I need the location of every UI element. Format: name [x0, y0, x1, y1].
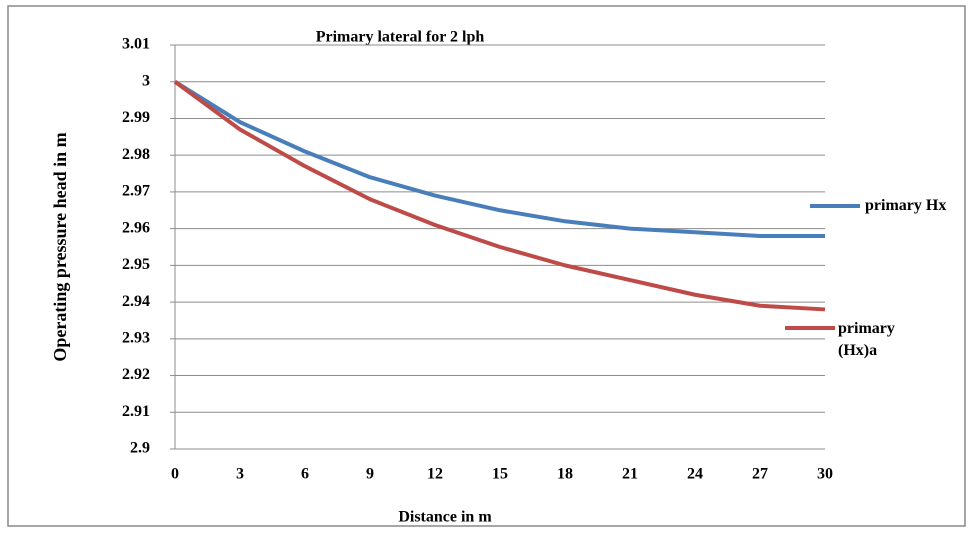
x-tick-label: 6 — [301, 466, 309, 483]
x-tick-label: 18 — [557, 466, 573, 483]
series-line — [173, 80, 826, 312]
y-tick-label: 2.91 — [122, 403, 150, 420]
y-tick-label: 2.93 — [122, 329, 150, 346]
y-tick-label: 2.98 — [122, 146, 150, 163]
y-tick-label: 2.97 — [122, 183, 150, 200]
x-tick-label: 24 — [687, 466, 703, 483]
x-tick-label: 30 — [817, 466, 833, 483]
x-tick-label: 15 — [492, 466, 508, 483]
y-tick-label: 2.94 — [122, 293, 150, 310]
y-tick-label: 3 — [142, 72, 150, 89]
y-tick-label: 3.01 — [122, 36, 150, 53]
series-line — [173, 80, 825, 238]
y-tick-label: 2.95 — [122, 256, 150, 273]
x-axis-label: Distance in m — [398, 509, 492, 526]
y-tick-label: 2.9 — [130, 440, 150, 457]
legend-label: primary Hx — [865, 197, 947, 214]
chart-border — [7, 5, 966, 527]
x-tick-label: 27 — [752, 466, 768, 483]
y-axis-label: Operating pressure head in m — [50, 132, 70, 361]
x-tick-label: 3 — [236, 466, 244, 483]
y-tick-label: 2.96 — [122, 219, 150, 236]
legend-label: primary (Hx)a — [838, 320, 895, 359]
chart-title: Primary lateral for 2 lph — [316, 29, 485, 46]
x-tick-label: 21 — [622, 466, 638, 483]
y-tick-label: 2.99 — [122, 109, 150, 126]
y-tick-label: 2.92 — [122, 366, 150, 383]
x-tick-label: 9 — [366, 466, 374, 483]
x-tick-label: 12 — [427, 466, 443, 483]
x-tick-label: 0 — [171, 466, 179, 483]
